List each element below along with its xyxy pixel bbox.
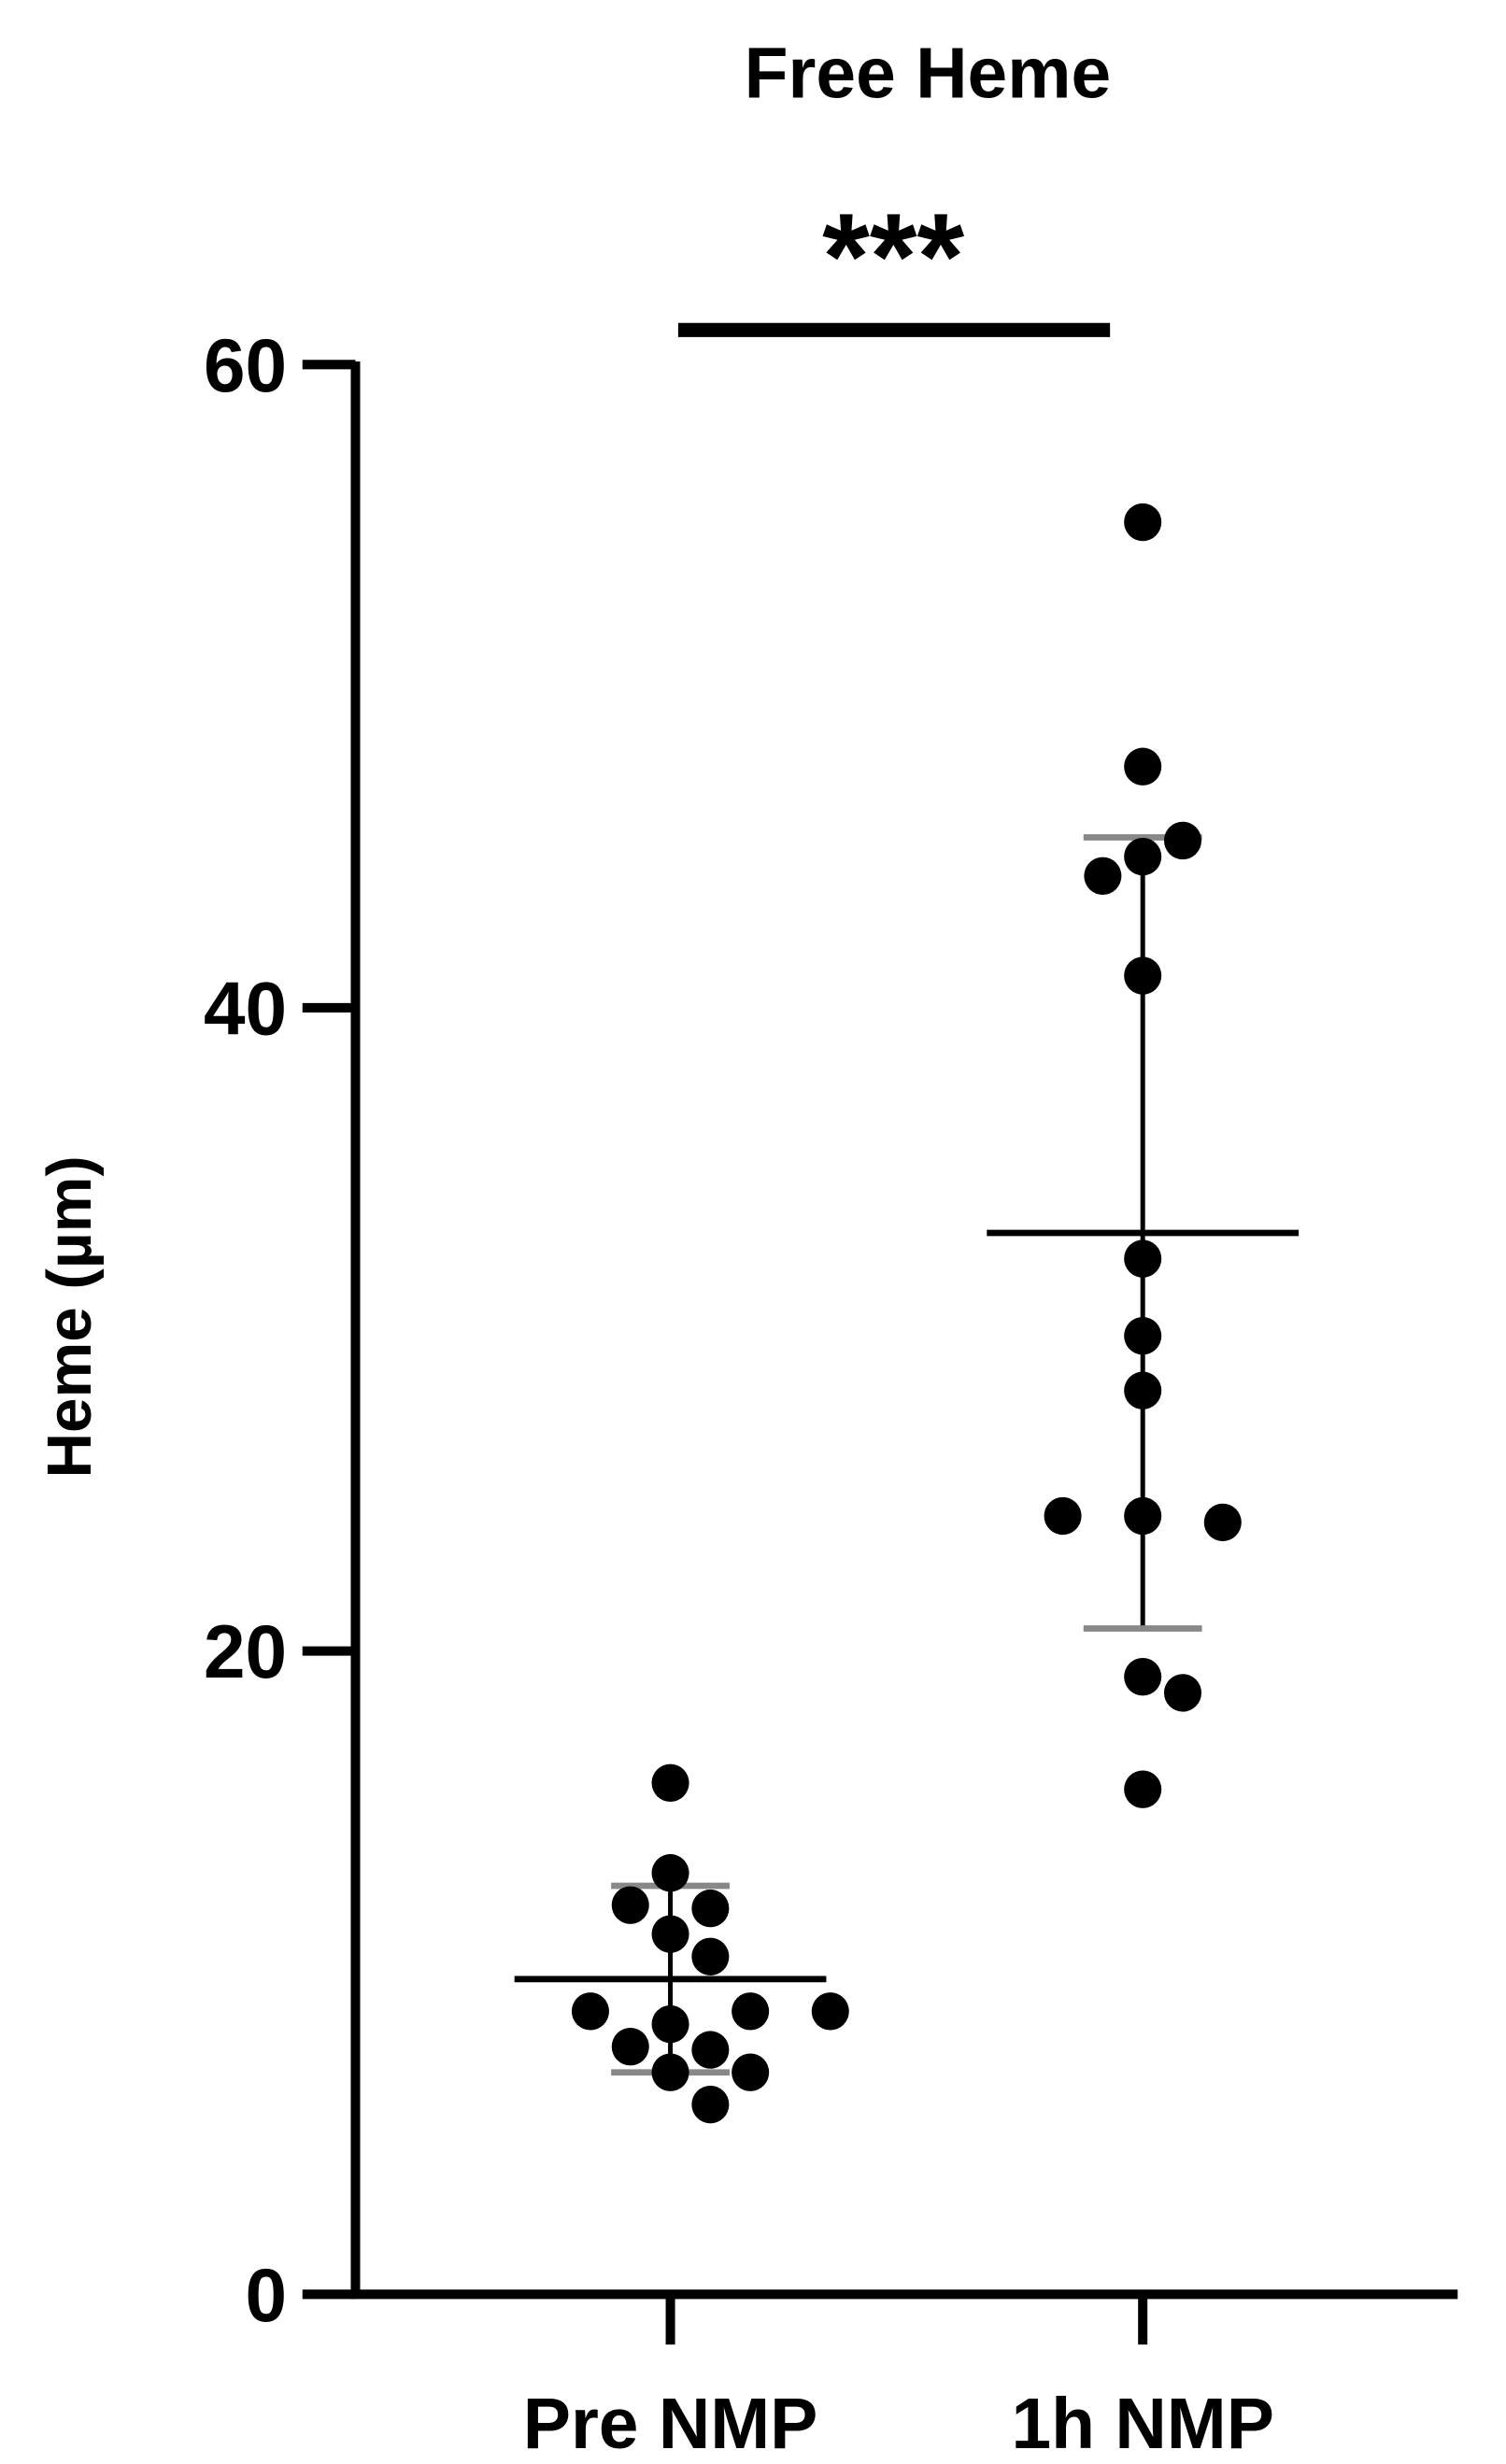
significance: *** [822, 188, 964, 325]
data-point [1203, 1503, 1242, 1542]
x-tick-label: 1h NMP [1011, 2384, 1273, 2464]
data-point [1163, 821, 1202, 860]
y-tick-label: 0 [246, 2254, 288, 2338]
data-point [1124, 1317, 1162, 1355]
y-tick-label: 60 [204, 324, 287, 408]
data-point [651, 1763, 689, 1803]
data-point [651, 2004, 689, 2044]
data-point [1124, 1496, 1162, 1536]
data-point [1124, 747, 1162, 786]
data-point [691, 2085, 730, 2124]
x-tick-label: Pre NMP [523, 2384, 818, 2464]
data-point [732, 2053, 770, 2091]
data-point [1124, 837, 1162, 876]
data-point [1124, 1239, 1162, 1278]
y-tick-label: 40 [204, 967, 287, 1051]
y-tick-label: 20 [204, 1610, 287, 1694]
data-point [651, 1854, 689, 1892]
data-point [1124, 1657, 1162, 1696]
data-point [811, 1992, 849, 2031]
data-point [1044, 1496, 1082, 1536]
data-point [651, 1915, 689, 1953]
data-point [611, 1886, 649, 1924]
data-point [691, 1937, 730, 1975]
data-point [1124, 1770, 1162, 1808]
chart-title: Free Heme [745, 33, 1111, 113]
data-point [691, 2031, 730, 2069]
data-point [651, 2053, 689, 2091]
data-point [1163, 1674, 1202, 1712]
data-point [1124, 956, 1162, 995]
data-point [732, 1992, 770, 2031]
data-point [571, 1992, 609, 2031]
y-axis-label: Heme (µm) [35, 1155, 105, 1478]
data-point [1084, 857, 1122, 895]
data-point [611, 2027, 649, 2066]
data-point [1124, 1371, 1162, 1409]
data-point [1124, 503, 1162, 542]
data-point [691, 1889, 730, 1928]
